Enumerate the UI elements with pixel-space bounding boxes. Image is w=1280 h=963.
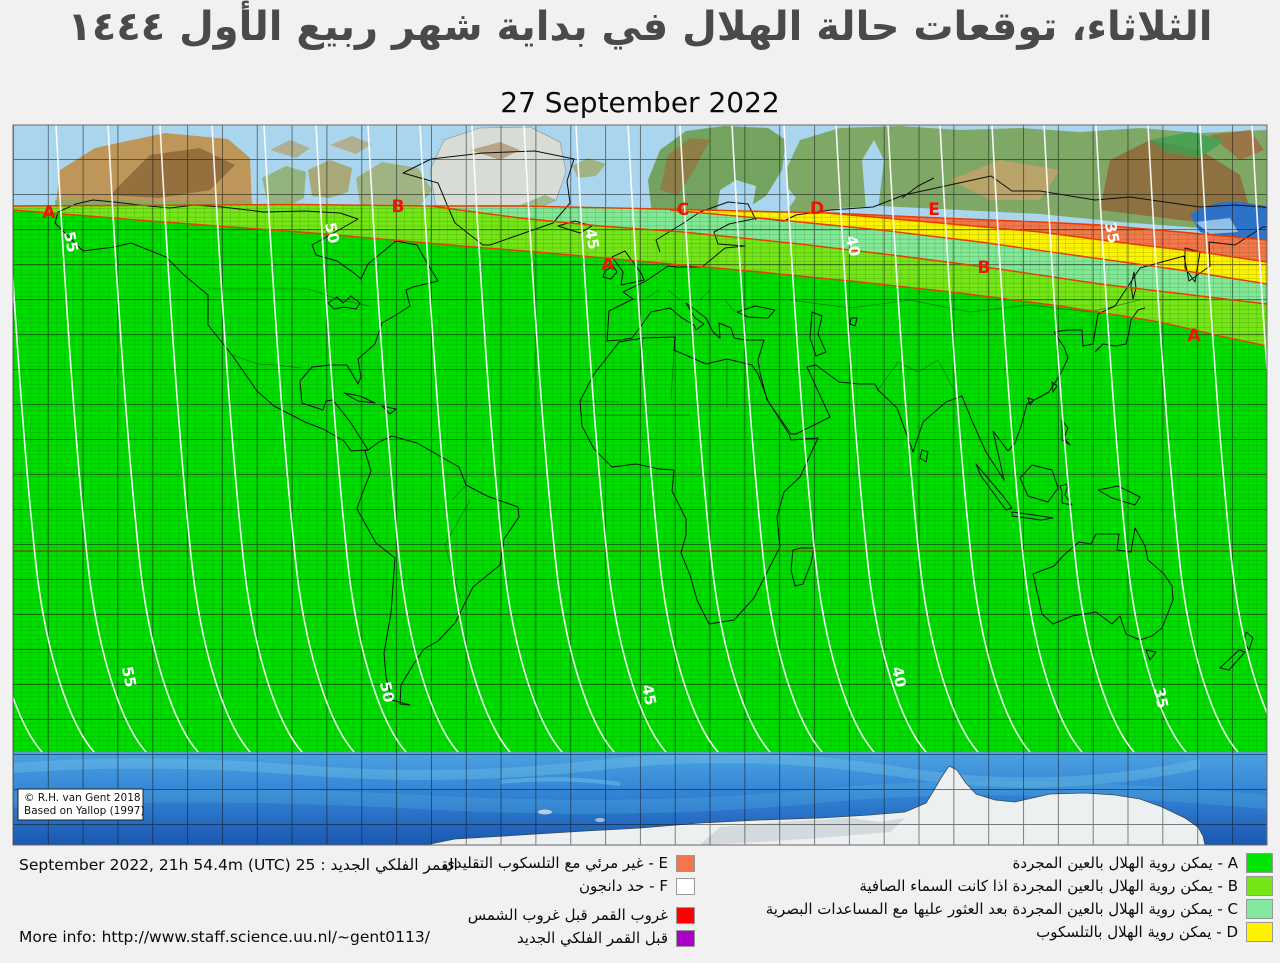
legend-item-b-label: B - يمكن روية الهلال بالعين المجردة اذا … (859, 877, 1238, 895)
zone-label-a2: A (601, 255, 615, 275)
legend-item-f: F - حد دانجون (300, 877, 695, 895)
contour-label: 40 (888, 665, 910, 689)
zone-label-c: C (677, 200, 689, 220)
contour-label: 55 (60, 230, 82, 254)
contour-label: 35 (1101, 221, 1123, 245)
coast-americas (54, 150, 575, 706)
graticule-grid (13, 125, 1267, 845)
map-border (12, 124, 1268, 846)
legend-item-a-label: A - يمكن روية الهلال بالعين المجردة (1012, 854, 1238, 872)
legend-item-e-label: E - غير مرئي مع التلسكوب التقليدي (443, 854, 668, 872)
legend-visibility: A - يمكن روية الهلال بالعين المجردة B - … (673, 853, 1273, 942)
copyright-line-1: © R.H. van Gent 2018 (24, 792, 141, 804)
legend-item-before-new-moon: قبل القمر الفلكي الجديد (300, 929, 695, 947)
coast-afro-eurasia (557, 175, 1267, 625)
contour-label: 35 (1150, 686, 1172, 710)
zone-d-swatch (1246, 922, 1273, 942)
contour-label: 40 (842, 234, 864, 258)
contour-label: 50 (376, 680, 398, 704)
moonset-swatch (676, 906, 695, 924)
legend-item-b: B - يمكن روية الهلال بالعين المجردة اذا … (673, 876, 1273, 896)
zone-a-swatch (1246, 853, 1273, 873)
copyright-line-2: Based on Yallop (1997) (24, 805, 145, 817)
new-moon-datetime: القمر الفلكي الجديد : 25 September 2022,… (19, 856, 458, 874)
zone-label-b: B (392, 197, 405, 217)
contour-label: 45 (638, 683, 660, 707)
legend-conditions: E - غير مرئي مع التلسكوب التقليدي F - حد… (300, 854, 695, 947)
legend-item-d-label: D - يمكن روية الهلال بالتلسكوب (1036, 923, 1238, 941)
before-new-moon-swatch (676, 929, 695, 947)
zone-e-swatch (676, 854, 695, 872)
contour-label: 45 (581, 227, 603, 251)
legend-item-d: D - يمكن روية الهلال بالتلسكوب (673, 922, 1273, 942)
copyright-box: © R.H. van Gent 2018 Based on Yallop (19… (17, 788, 145, 821)
legend-item-moonset: غروب القمر قبل غروب الشمس (300, 906, 695, 924)
zone-letter-labels: A B C D E A B A (42, 197, 1201, 346)
coast-oceania (975, 381, 1254, 671)
page-title-date: 27 September 2022 (500, 86, 780, 119)
country-borders (208, 288, 1141, 599)
legend-item-before-new-moon-label: قبل القمر الفلكي الجديد (516, 929, 668, 947)
legend-item-moonset-label: غروب القمر قبل غروب الشمس (467, 906, 668, 924)
zone-label-e: E (928, 200, 940, 220)
legend-item-e: E - غير مرئي مع التلسكوب التقليدي (300, 854, 695, 872)
more-info-url: More info: http://www.staff.science.uu.n… (19, 928, 430, 946)
zone-label-a3: A (1187, 326, 1201, 346)
coastlines (54, 150, 1267, 706)
contour-labels: 55 50 45 40 35 55 50 45 40 35 (60, 221, 1172, 710)
legend-item-f-label: F - حد دانجون (579, 877, 668, 895)
zone-label-d: D (810, 199, 824, 219)
legend-item-a: A - يمكن روية الهلال بالعين المجردة (673, 853, 1273, 873)
zone-b-swatch (1246, 876, 1273, 896)
zone-label-a: A (42, 203, 56, 223)
legend-item-c: C - يمكن روية الهلال بالعين المجردة بعد … (673, 899, 1273, 919)
legend-item-c-label: C - يمكن روية الهلال بالعين المجردة بعد … (765, 900, 1238, 918)
contour-label: 55 (118, 665, 140, 689)
zone-label-b2: B (978, 258, 991, 278)
page-title-arabic: الثلاثاء، توقعات حالة الهلال في بداية شه… (67, 4, 1214, 50)
zone-c-swatch (1246, 899, 1273, 919)
zone-f-swatch (676, 877, 695, 895)
contour-label: 50 (321, 221, 343, 245)
